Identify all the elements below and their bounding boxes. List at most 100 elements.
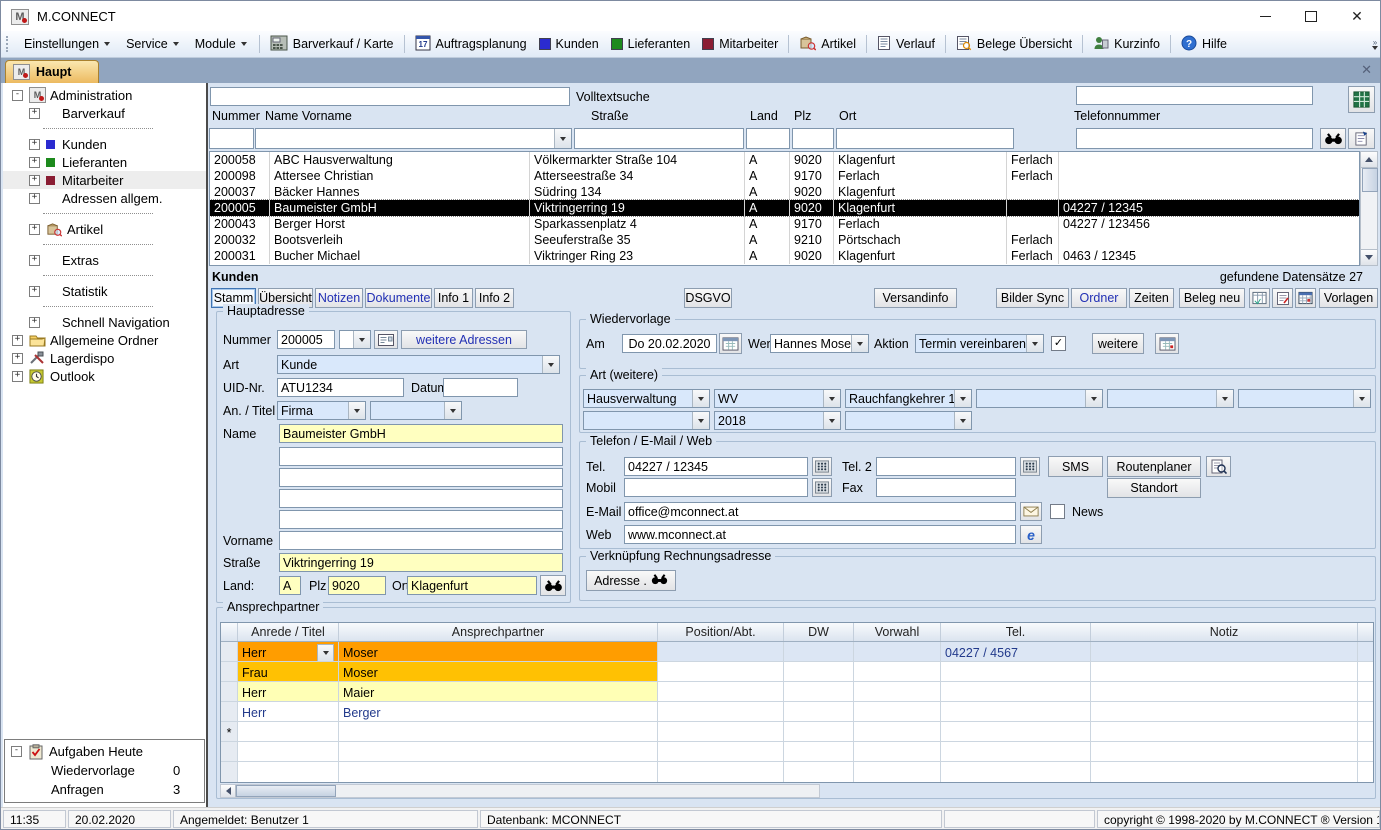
dw-cell[interactable] bbox=[784, 722, 854, 741]
standort-button[interactable]: Standort bbox=[1107, 478, 1201, 498]
toolbar-verlauf-button[interactable]: Verlauf bbox=[871, 32, 941, 57]
filter-plz-input[interactable] bbox=[792, 128, 834, 149]
expand-icon[interactable]: + bbox=[29, 193, 40, 204]
tree-item-administration[interactable]: - M Administration bbox=[3, 86, 206, 104]
toolbar-mitarbeiter-button[interactable]: Mitarbeiter bbox=[696, 34, 784, 54]
notiz-cell[interactable] bbox=[1091, 642, 1358, 661]
tel-cell[interactable] bbox=[941, 662, 1091, 681]
ordner-button[interactable]: Ordner bbox=[1071, 288, 1127, 308]
email-field[interactable] bbox=[624, 502, 1016, 521]
search-form-button[interactable] bbox=[1348, 128, 1375, 149]
routenplaner-button[interactable]: Routenplaner bbox=[1107, 456, 1201, 477]
versandinfo-button[interactable]: Versandinfo bbox=[874, 288, 957, 308]
menu-service[interactable]: Service bbox=[118, 34, 187, 54]
scroll-thumb[interactable] bbox=[236, 785, 336, 797]
calendar-overview-button[interactable] bbox=[1155, 333, 1179, 354]
tab-notizen[interactable]: Notizen bbox=[315, 288, 363, 308]
expand-icon[interactable]: + bbox=[29, 224, 40, 235]
dw-cell[interactable] bbox=[784, 662, 854, 681]
sms-button[interactable]: SMS bbox=[1048, 456, 1103, 477]
tree-item-mitarbeiter[interactable]: + Mitarbeiter bbox=[3, 171, 206, 189]
tasks-item-anfragen[interactable]: Anfragen 3 bbox=[5, 780, 204, 799]
wiedervorlage-checkbox[interactable]: ✓ bbox=[1051, 336, 1066, 351]
expand-icon[interactable]: + bbox=[12, 371, 23, 382]
toolbar-belege-uebersicht-button[interactable]: Belege Übersicht bbox=[950, 32, 1078, 57]
fulltext-search-input[interactable] bbox=[210, 87, 570, 106]
name-cell[interactable]: Moser bbox=[339, 662, 658, 681]
tel-cell[interactable] bbox=[941, 722, 1091, 741]
expand-icon[interactable]: + bbox=[29, 108, 40, 119]
toolbar-kurzinfo-button[interactable]: Kurzinfo bbox=[1087, 32, 1166, 57]
tab-dokumente[interactable]: Dokumente bbox=[365, 288, 432, 308]
col-notiz[interactable]: Notiz bbox=[1091, 623, 1358, 641]
filter-telefon-input[interactable] bbox=[1076, 128, 1313, 149]
col-ansprechpartner[interactable]: Ansprechpartner bbox=[339, 623, 658, 641]
tel-cell[interactable]: 04227 / 4567 bbox=[941, 642, 1091, 661]
tree-item-lagerdispo[interactable]: + Lagerdispo bbox=[3, 349, 206, 367]
name-5-field[interactable] bbox=[279, 510, 563, 529]
anrede-combo[interactable]: Firma bbox=[277, 401, 366, 420]
tree-item-outlook[interactable]: + Outlook bbox=[3, 367, 206, 385]
expand-icon[interactable]: + bbox=[29, 139, 40, 150]
adresse-suchen-button[interactable]: Adresse . bbox=[586, 570, 676, 591]
weitere-button[interactable]: weitere bbox=[1092, 333, 1144, 354]
position-cell[interactable] bbox=[658, 642, 784, 661]
vorwahl-cell[interactable] bbox=[854, 642, 941, 661]
tab-info-2[interactable]: Info 2 bbox=[475, 288, 514, 308]
am-date-field[interactable] bbox=[622, 334, 717, 353]
collapse-icon[interactable]: - bbox=[11, 746, 22, 757]
scroll-down-button[interactable] bbox=[1361, 249, 1377, 265]
filter-land-input[interactable] bbox=[746, 128, 790, 149]
expand-icon[interactable]: + bbox=[12, 353, 23, 364]
scroll-left-button[interactable] bbox=[221, 785, 236, 797]
result-row[interactable]: 200098Attersee ChristianAtterseestraße 3… bbox=[210, 168, 1359, 184]
tree-item-kunden[interactable]: + Kunden bbox=[3, 135, 206, 153]
result-row[interactable]: 200037Bäcker HannesSüdring 134A9020Klage… bbox=[210, 184, 1359, 200]
preview-search-button[interactable] bbox=[1206, 456, 1231, 477]
expand-icon[interactable]: + bbox=[29, 317, 40, 328]
note-button[interactable] bbox=[1272, 288, 1293, 308]
col-anrede[interactable]: Anrede / Titel bbox=[238, 623, 339, 641]
position-cell[interactable] bbox=[658, 682, 784, 701]
address-card-button[interactable] bbox=[374, 330, 398, 349]
filter-name-combo[interactable] bbox=[255, 128, 572, 149]
calendar-picker-button[interactable] bbox=[719, 333, 742, 354]
beleg-neu-button[interactable]: Beleg neu bbox=[1179, 288, 1245, 308]
ansprechpartner-row[interactable]: Herr Moser 04227 / 4567 bbox=[221, 642, 1373, 662]
row-selector[interactable] bbox=[221, 662, 238, 681]
dropdown-arrow-icon[interactable] bbox=[1026, 335, 1043, 352]
row-selector[interactable] bbox=[221, 682, 238, 701]
dropdown-arrow-icon[interactable] bbox=[954, 390, 971, 407]
nummer-suffix-combo[interactable] bbox=[339, 330, 371, 349]
ort-search-binoculars-button[interactable] bbox=[540, 575, 566, 596]
ansprechpartner-row[interactable]: Herr Maier bbox=[221, 682, 1373, 702]
tree-item-lieferanten[interactable]: + Lieferanten bbox=[3, 153, 206, 171]
tasks-root[interactable]: - Aufgaben Heute bbox=[5, 742, 204, 761]
art-weitere-combo-6[interactable] bbox=[1238, 389, 1371, 408]
col-vorwahl[interactable]: Vorwahl bbox=[854, 623, 941, 641]
ansprechpartner-row[interactable]: Frau Moser bbox=[221, 662, 1373, 682]
zeiten-button[interactable]: Zeiten bbox=[1129, 288, 1174, 308]
tab-info-1[interactable]: Info 1 bbox=[434, 288, 473, 308]
strasse-field[interactable] bbox=[279, 553, 563, 572]
toolbar-hilfe-button[interactable]: ? Hilfe bbox=[1175, 32, 1233, 57]
minimize-button[interactable] bbox=[1242, 1, 1288, 31]
name-4-field[interactable] bbox=[279, 489, 563, 508]
position-cell[interactable] bbox=[658, 722, 784, 741]
col-tel[interactable]: Tel. bbox=[941, 623, 1091, 641]
notiz-cell[interactable] bbox=[1091, 662, 1358, 681]
anrede-cell[interactable]: Frau bbox=[238, 662, 339, 681]
ort-field[interactable] bbox=[407, 576, 537, 595]
art-weitere-combo-8[interactable]: 2018 bbox=[714, 411, 841, 430]
open-browser-button[interactable]: e bbox=[1020, 525, 1042, 544]
tel2-field[interactable] bbox=[876, 457, 1016, 476]
menu-einstellungen[interactable]: Einstellungen bbox=[16, 34, 118, 54]
position-cell[interactable] bbox=[658, 662, 784, 681]
row-selector-header[interactable] bbox=[221, 623, 238, 641]
vorwahl-cell[interactable] bbox=[854, 722, 941, 741]
land-field[interactable] bbox=[279, 576, 301, 595]
name-field[interactable] bbox=[279, 424, 563, 443]
result-row[interactable]: 200031Bucher MichaelViktringer Ring 23A9… bbox=[210, 248, 1359, 264]
expand-icon[interactable]: + bbox=[12, 335, 23, 346]
filter-nummer-input[interactable] bbox=[209, 128, 254, 149]
